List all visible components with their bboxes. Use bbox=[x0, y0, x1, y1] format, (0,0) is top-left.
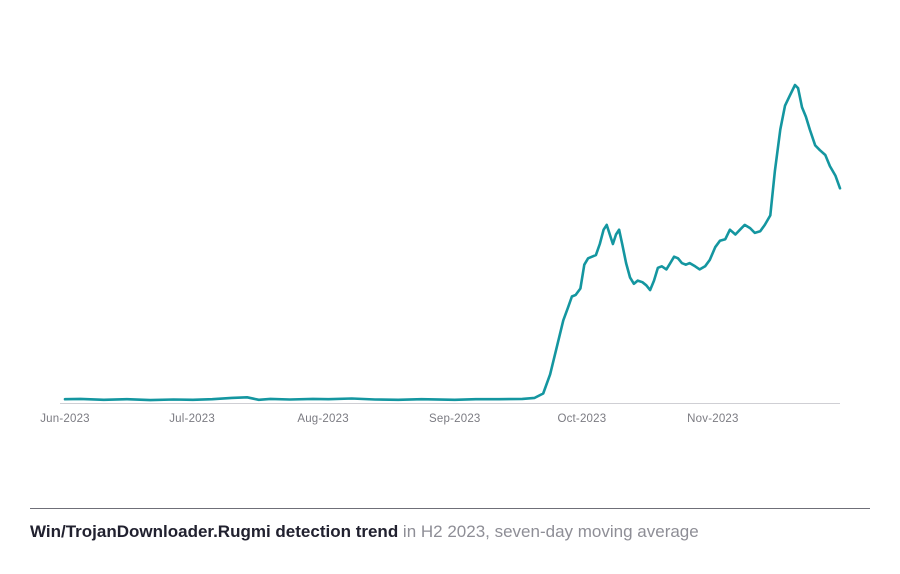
x-tick-label: Sep-2023 bbox=[429, 413, 480, 425]
line-chart-canvas: Jun-2023 Jul-2023 Aug-2023 Sep-2023 Oct-2023… bbox=[40, 83, 842, 425]
detection-trend-chart: Jun-2023 Jul-2023 Aug-2023 Sep-2023 Oct-2023… bbox=[30, 55, 870, 435]
chart-caption: Win/TrojanDownloader.Rugmi detection tre… bbox=[30, 521, 870, 543]
x-tick-label: Aug-2023 bbox=[297, 413, 348, 425]
chart-title: Win/TrojanDownloader.Rugmi detection tre… bbox=[30, 522, 399, 541]
x-tick-label: Oct-2023 bbox=[557, 413, 606, 425]
x-axis-tick-labels: Jun-2023 Jul-2023 Aug-2023 Sep-2023 Oct-2023… bbox=[40, 413, 738, 425]
x-tick-label: Jun-2023 bbox=[40, 413, 90, 425]
x-tick-label: Jul-2023 bbox=[169, 413, 215, 425]
chart-subtitle: in H2 2023, seven-day moving average bbox=[398, 522, 699, 541]
x-tick-label: Nov-2023 bbox=[687, 413, 738, 425]
trend-line-series bbox=[63, 83, 842, 402]
caption-divider bbox=[30, 508, 870, 509]
